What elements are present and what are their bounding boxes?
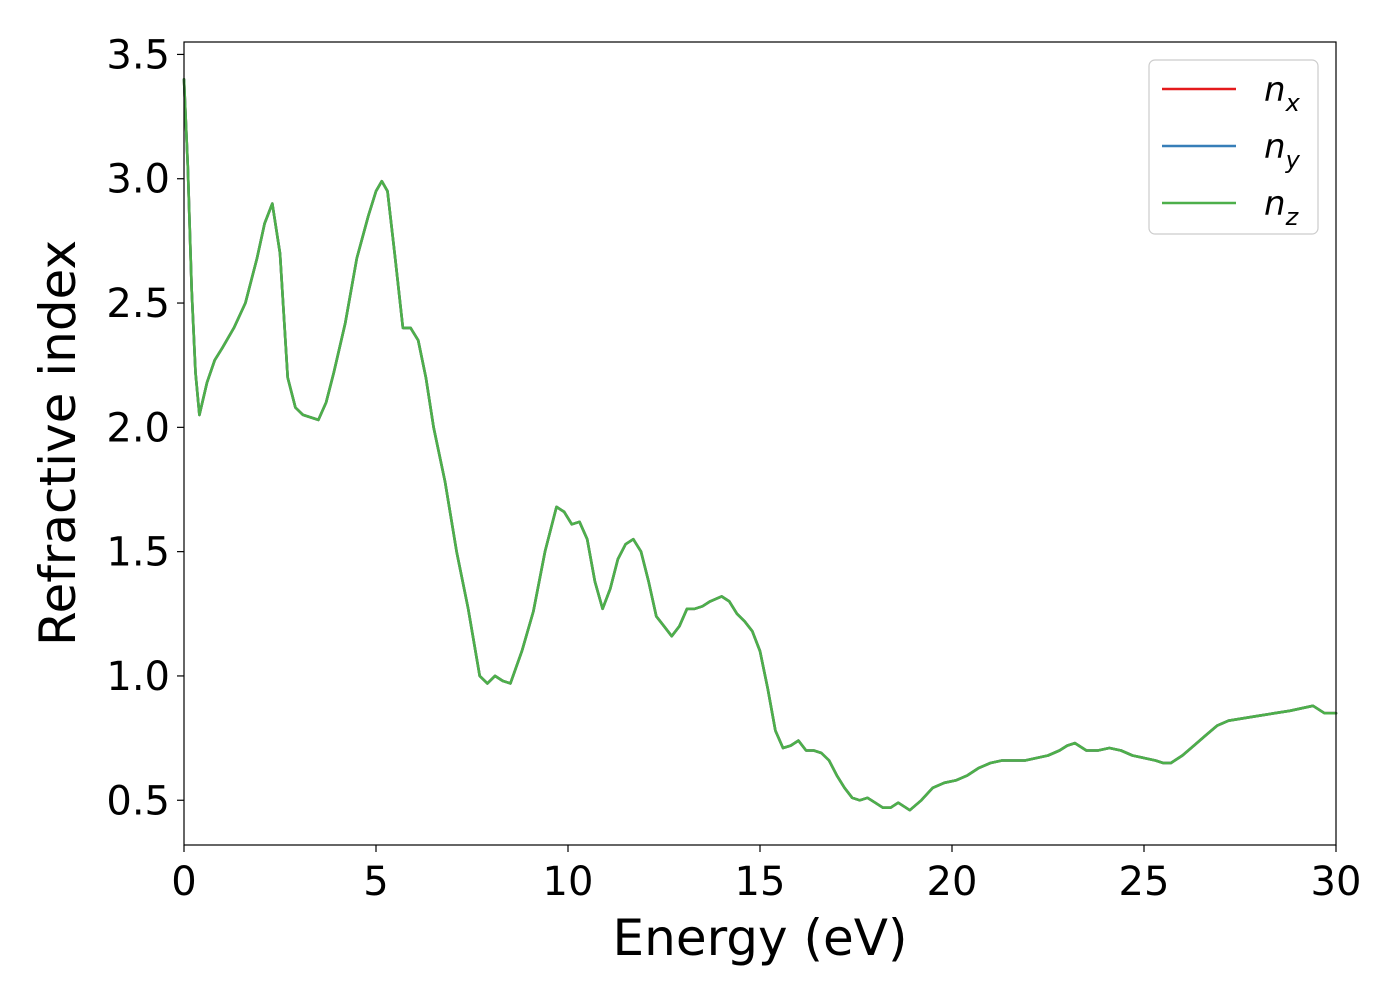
series-line-n-z: [182, 78, 1338, 812]
y-tick-label: 0.5: [106, 778, 170, 824]
x-tick-label: 25: [1119, 859, 1170, 905]
x-tick-label: 10: [543, 859, 594, 905]
y-tick-label: 1.5: [106, 530, 170, 576]
y-tick-label: 2.0: [106, 405, 170, 451]
y-tick-label: 1.0: [106, 654, 170, 700]
x-axis-title: Energy (eV): [613, 909, 908, 967]
series-layer: [182, 78, 1338, 812]
y-tick-label: 3.5: [106, 32, 170, 78]
x-axis-ticks: 0 5 10 15 20 25 30: [171, 845, 1361, 905]
y-tick-label: 3.0: [106, 157, 170, 203]
y-axis-title: Refractive index: [29, 240, 87, 646]
x-tick-label: 20: [927, 859, 978, 905]
x-tick-label: 5: [363, 859, 388, 905]
x-tick-label: 15: [735, 859, 786, 905]
x-tick-label: 0: [171, 859, 196, 905]
y-axis-ticks: 0.5 1.0 1.5 2.0 2.5 3.0 3.5: [106, 32, 184, 824]
y-tick-label: 2.5: [106, 281, 170, 327]
x-tick-label: 30: [1311, 859, 1362, 905]
